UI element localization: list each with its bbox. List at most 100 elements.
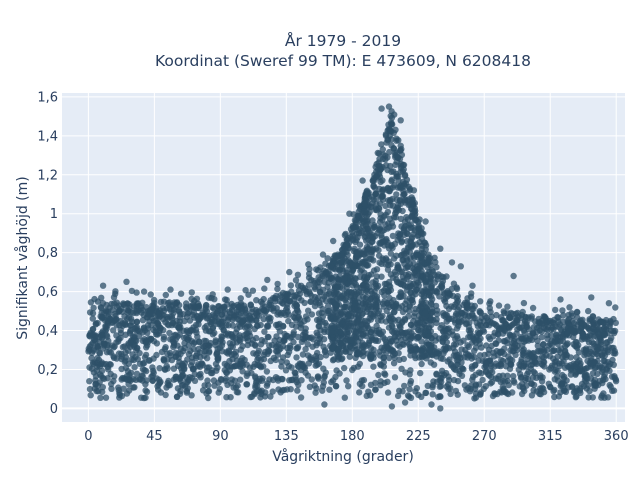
data-point	[90, 347, 97, 354]
data-point	[294, 343, 302, 351]
data-point	[365, 220, 372, 228]
data-point	[567, 354, 574, 361]
data-point	[257, 388, 264, 396]
data-point	[333, 287, 340, 294]
data-point	[382, 285, 389, 292]
data-point	[332, 382, 340, 390]
data-point	[243, 361, 250, 368]
data-point	[587, 375, 595, 382]
data-point	[448, 285, 455, 293]
data-point	[230, 334, 237, 341]
data-point	[139, 317, 147, 324]
data-point	[301, 285, 309, 292]
data-point	[577, 317, 584, 324]
data-point	[412, 305, 419, 313]
data-point	[313, 385, 320, 392]
data-point	[359, 349, 366, 356]
data-point	[413, 385, 420, 392]
data-point	[455, 312, 462, 319]
data-point	[148, 321, 155, 329]
data-point	[525, 368, 532, 376]
data-point	[368, 333, 375, 341]
data-point	[443, 273, 450, 280]
data-point	[136, 349, 143, 357]
data-point	[173, 393, 181, 400]
data-point	[197, 354, 204, 361]
data-point	[184, 310, 191, 317]
data-point	[520, 299, 528, 307]
data-point	[115, 338, 122, 345]
data-point	[89, 315, 97, 322]
data-point	[591, 343, 598, 350]
data-point	[369, 247, 377, 254]
data-point	[547, 364, 554, 372]
data-point	[388, 313, 395, 321]
data-point	[408, 273, 416, 280]
data-point	[540, 313, 547, 320]
data-point	[392, 214, 399, 221]
data-point	[576, 387, 584, 394]
data-point	[418, 393, 425, 400]
data-point	[185, 350, 193, 358]
data-point	[425, 333, 432, 340]
data-point	[316, 279, 323, 286]
data-point	[333, 253, 340, 261]
data-point	[209, 291, 216, 298]
data-point	[261, 328, 268, 335]
data-point	[343, 284, 350, 291]
y-tick-label: 1	[50, 207, 58, 222]
data-point	[591, 381, 599, 388]
data-point	[266, 342, 273, 349]
data-point	[121, 321, 129, 328]
data-point	[606, 381, 613, 389]
data-point	[381, 344, 388, 351]
data-point	[381, 242, 388, 249]
data-point	[298, 338, 306, 345]
data-point	[444, 293, 451, 300]
data-point	[378, 141, 385, 148]
data-point	[501, 338, 509, 345]
data-point	[499, 372, 507, 379]
data-point	[381, 336, 388, 343]
data-point	[203, 322, 210, 330]
data-point	[264, 322, 271, 329]
data-point	[179, 362, 186, 369]
data-point	[283, 359, 290, 366]
data-point	[472, 339, 480, 346]
data-point	[149, 364, 156, 371]
data-point	[497, 361, 505, 368]
data-point	[284, 344, 291, 352]
data-point	[422, 389, 429, 397]
data-point	[530, 387, 537, 394]
data-point	[273, 333, 280, 340]
data-point	[351, 279, 358, 287]
data-point	[388, 403, 396, 410]
data-point	[582, 371, 589, 379]
data-point	[393, 191, 400, 198]
data-point	[134, 356, 141, 363]
data-point	[264, 276, 271, 284]
data-point	[555, 360, 563, 367]
data-point	[400, 355, 407, 363]
data-point	[306, 270, 313, 277]
data-point	[443, 302, 450, 310]
data-point	[517, 324, 524, 332]
data-point	[519, 308, 526, 316]
data-point	[510, 373, 517, 380]
data-point	[341, 364, 348, 372]
data-point	[190, 340, 197, 347]
data-point	[315, 294, 322, 301]
data-point	[377, 378, 384, 385]
data-point	[450, 280, 458, 287]
data-point	[585, 307, 592, 315]
data-point	[388, 177, 395, 185]
x-tick-label: 90	[212, 429, 229, 444]
data-point	[209, 331, 217, 338]
data-point	[504, 303, 511, 310]
data-point	[406, 386, 413, 393]
data-point	[103, 349, 111, 356]
data-point	[97, 394, 104, 401]
data-point	[369, 234, 377, 241]
data-point	[245, 291, 252, 298]
data-point	[356, 389, 363, 396]
